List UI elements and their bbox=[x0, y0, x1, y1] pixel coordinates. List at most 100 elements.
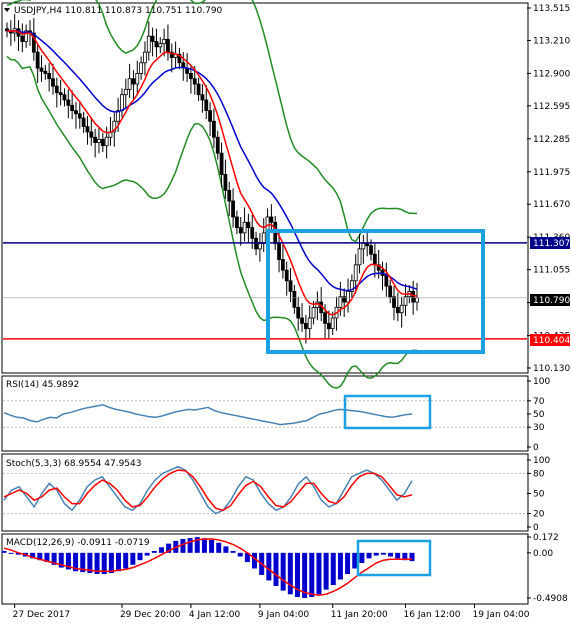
candle-body bbox=[127, 78, 132, 90]
resistance-label-box bbox=[530, 237, 570, 249]
price-tick-label: 113.515 bbox=[533, 4, 570, 14]
macd-histogram-bar bbox=[223, 546, 229, 553]
support-label: 110.404 bbox=[533, 336, 570, 346]
macd-histogram-bar bbox=[123, 552, 129, 569]
macd-histogram-bar bbox=[316, 552, 322, 595]
candle-body bbox=[223, 174, 228, 191]
candle-body bbox=[395, 306, 400, 314]
candle-body bbox=[246, 221, 251, 229]
candle-body bbox=[277, 243, 281, 260]
candle-body bbox=[112, 120, 117, 133]
candle-body bbox=[169, 51, 174, 58]
current-price-label: 110.790 bbox=[533, 296, 570, 306]
macd-histogram-bar bbox=[237, 552, 243, 557]
candle-body bbox=[77, 113, 82, 119]
price-tick-label: 111.055 bbox=[533, 266, 570, 276]
candle-body bbox=[300, 317, 304, 324]
macd-histogram-bar bbox=[273, 552, 279, 586]
time-tick-label: 4 Jan 12:00 bbox=[189, 610, 241, 620]
macd-histogram-bar bbox=[44, 552, 50, 563]
macd-histogram-bar bbox=[58, 552, 64, 568]
macd-histogram-bar bbox=[266, 552, 272, 581]
candle-body bbox=[280, 259, 285, 271]
candle-body bbox=[43, 70, 48, 74]
candle-body bbox=[135, 73, 140, 85]
rsi-tick-label: 30 bbox=[533, 423, 545, 433]
candle-body bbox=[415, 297, 419, 303]
macd-histogram-bar bbox=[187, 538, 193, 553]
macd-histogram-bar bbox=[108, 552, 114, 574]
candle-body bbox=[257, 243, 262, 250]
time-tick-label: 29 Dec 20:00 bbox=[120, 610, 181, 620]
candle-body bbox=[288, 280, 293, 292]
candle-body bbox=[235, 216, 239, 229]
macd-histogram-bar bbox=[116, 552, 122, 572]
symbol-ohlc-title: USDJPY,H4 110.811 110.873 110.751 110.79… bbox=[14, 6, 223, 16]
candle-body bbox=[123, 88, 128, 96]
candle-body bbox=[200, 94, 205, 101]
rsi-tick-label: 70 bbox=[533, 397, 545, 407]
candle-body bbox=[250, 227, 255, 239]
candle-body bbox=[24, 30, 29, 42]
candle-body bbox=[204, 99, 209, 112]
stoch-k-line bbox=[3, 465, 413, 515]
macd-histogram-bar bbox=[388, 552, 394, 557]
macd-histogram-bar bbox=[1, 550, 7, 553]
price-tick-label: 113.210 bbox=[533, 36, 570, 46]
candle-body bbox=[399, 304, 404, 314]
macd-histogram-bar bbox=[37, 552, 43, 561]
macd-histogram-bar bbox=[51, 552, 57, 565]
stoch-d-line bbox=[3, 469, 413, 512]
macd-histogram-bar bbox=[201, 538, 207, 553]
candle-body bbox=[357, 248, 362, 266]
candle-body bbox=[242, 221, 247, 234]
macd-histogram-bar bbox=[73, 552, 79, 572]
macd-histogram-bar bbox=[280, 552, 286, 591]
macd-histogram-bar bbox=[87, 552, 93, 574]
macd-histogram-bar bbox=[65, 552, 71, 570]
macd-tick-label: -0.4908 bbox=[533, 594, 568, 604]
macd-highlight-box bbox=[356, 539, 432, 577]
candle-body bbox=[116, 110, 121, 122]
candle-body bbox=[158, 43, 163, 48]
macd-histogram-bar bbox=[395, 552, 401, 559]
candle-body bbox=[307, 317, 312, 330]
macd-histogram-bar bbox=[30, 552, 36, 559]
macd-title: MACD(12,26,9) -0.0911 -0.0719 bbox=[6, 538, 150, 548]
macd-histogram-bar bbox=[244, 552, 250, 563]
candle-body bbox=[330, 317, 335, 330]
candle-body bbox=[388, 285, 393, 298]
macd-histogram-bar bbox=[330, 552, 336, 586]
candle-body bbox=[74, 110, 78, 115]
candle-body bbox=[154, 41, 159, 48]
macd-histogram-bar bbox=[294, 552, 300, 598]
candle-body bbox=[361, 243, 366, 250]
macd-histogram-bar bbox=[345, 552, 351, 574]
candle-body bbox=[131, 78, 136, 85]
candle-body bbox=[47, 73, 52, 80]
stoch-layer bbox=[3, 465, 527, 515]
price-tick-label: 110.130 bbox=[533, 364, 570, 374]
candle-body bbox=[143, 51, 147, 64]
macd-histogram-bar bbox=[402, 552, 408, 561]
macd-histogram-bar bbox=[209, 539, 215, 553]
macd-histogram-bar bbox=[80, 552, 86, 573]
macd-histogram-bar bbox=[194, 537, 200, 553]
time-tick-label: 11 Jan 20:00 bbox=[331, 610, 388, 620]
collapse-triangle-icon[interactable] bbox=[4, 8, 10, 12]
candle-body bbox=[150, 35, 155, 42]
candle-body bbox=[215, 136, 220, 154]
candle-body bbox=[192, 78, 197, 85]
macd-histogram-bar bbox=[15, 552, 21, 555]
macd-histogram-bar bbox=[337, 552, 343, 580]
candle-body bbox=[219, 152, 224, 175]
macd-histogram-bar bbox=[230, 550, 236, 553]
stoch-tick-label: 100 bbox=[533, 456, 550, 466]
candle-body bbox=[346, 291, 350, 303]
time-tick-label: 9 Jan 04:00 bbox=[258, 610, 310, 620]
macd-layer bbox=[1, 537, 432, 598]
support-label-box bbox=[530, 334, 570, 346]
candle-body bbox=[411, 291, 416, 303]
macd-histogram-bar bbox=[287, 552, 293, 595]
